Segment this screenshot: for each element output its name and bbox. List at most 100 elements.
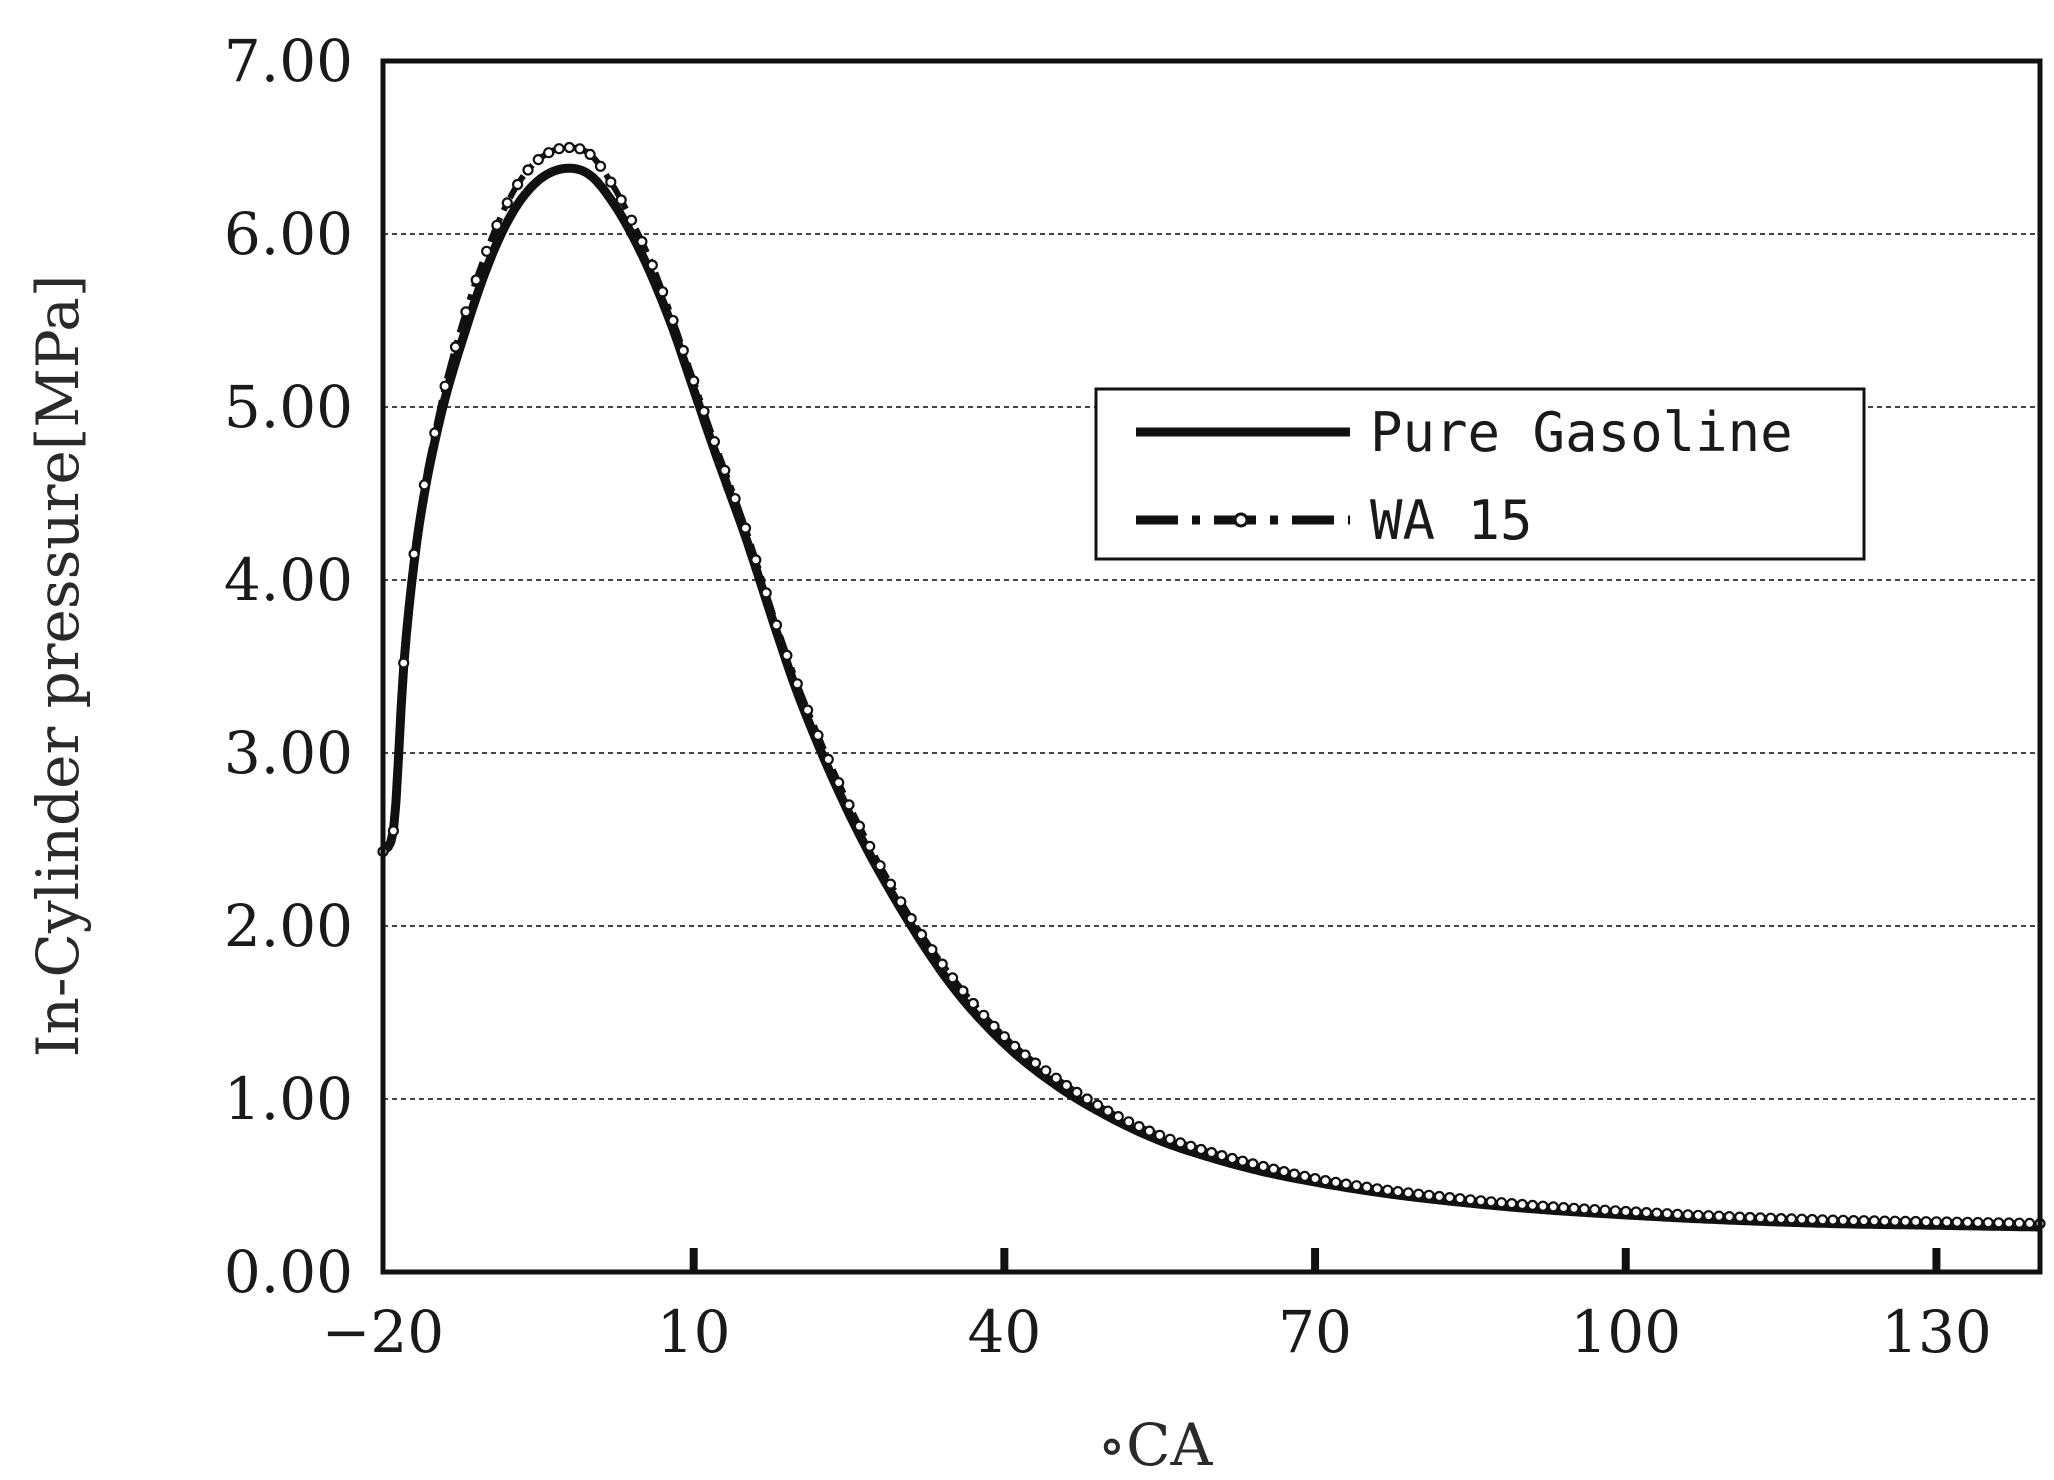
series-marker-wa15-1: [387, 825, 399, 837]
series-marker-wa15-117: [1589, 1203, 1601, 1216]
series-marker-wa15-84: [1247, 1158, 1259, 1170]
series-marker-wa15-42: [812, 729, 824, 741]
series-marker-wa15-138: [1806, 1213, 1818, 1226]
series-marker-wa15-105: [1464, 1194, 1477, 1206]
series-marker-wa15-79: [1195, 1143, 1207, 1156]
series-marker-wa15-9: [470, 274, 482, 286]
series-marker-wa15-151: [1941, 1216, 1953, 1228]
series-marker-wa15-82: [1226, 1152, 1238, 1165]
series-marker-wa15-17: [553, 143, 565, 155]
series-marker-wa15-26: [646, 259, 658, 271]
series-marker-wa15-154: [1972, 1216, 1984, 1229]
series-marker-wa15-96: [1371, 1183, 1383, 1195]
series-marker-wa15-122: [1640, 1206, 1653, 1219]
series-marker-wa15-94: [1350, 1180, 1363, 1192]
series-marker-wa15-145: [1879, 1215, 1891, 1227]
series-line-wa15: [381, 144, 2041, 1227]
series-marker-wa15-50: [895, 896, 907, 908]
series-marker-wa15-34: [729, 493, 741, 505]
series-marker-wa15-153: [1961, 1216, 1974, 1228]
series-marker-wa15-114: [1557, 1201, 1570, 1214]
series-marker-wa15-106: [1475, 1195, 1487, 1207]
grid-layer: [383, 233, 2040, 1100]
x-tick-label-5: 130: [1881, 1298, 1992, 1366]
series-marker-wa15-128: [1702, 1210, 1715, 1222]
series-marker-wa15-71: [1112, 1110, 1124, 1123]
series-marker-wa15-77: [1174, 1137, 1187, 1149]
series-marker-wa15-98: [1392, 1185, 1404, 1198]
series-marker-wa15-21: [594, 160, 607, 172]
series-marker-wa15-124: [1661, 1208, 1673, 1220]
series-marker-wa15-55: [946, 972, 959, 984]
series-marker-wa15-120: [1620, 1205, 1632, 1218]
series-marker-wa15-62: [1019, 1049, 1031, 1061]
series-marker-wa15-157: [2003, 1217, 2015, 1229]
series-marker-wa15-95: [1361, 1181, 1373, 1193]
series-marker-wa15-134: [1765, 1212, 1777, 1224]
series-marker-wa15-64: [1040, 1065, 1052, 1077]
x-tick-label-4: 100: [1570, 1298, 1681, 1366]
series-marker-wa15-49: [884, 878, 897, 890]
series-marker-wa15-90: [1309, 1172, 1321, 1185]
series-marker-wa15-148: [1910, 1215, 1922, 1228]
series-marker-wa15-67: [1071, 1086, 1083, 1099]
y-tick-label-6: 6.00: [224, 200, 353, 268]
series-marker-wa15-89: [1299, 1170, 1311, 1183]
series-marker-wa15-25: [636, 236, 648, 248]
series-marker-wa15-5: [429, 427, 441, 439]
series-marker-wa15-133: [1754, 1212, 1767, 1224]
series-marker-wa15-13: [511, 178, 524, 191]
series-marker-wa15-75: [1154, 1129, 1166, 1141]
series-marker-wa15-86: [1267, 1163, 1280, 1175]
series-marker-wa15-2: [398, 657, 410, 669]
series-marker-wa15-93: [1340, 1178, 1352, 1190]
y-tick-label-7: 7.00: [224, 27, 353, 95]
series-marker-wa15-8: [460, 306, 472, 318]
series-marker-wa15-68: [1081, 1093, 1093, 1105]
x-tick-label-3: 70: [1278, 1298, 1352, 1366]
x-axis-title: ∘CA: [1098, 1411, 1214, 1479]
series-marker-wa15-92: [1330, 1176, 1342, 1189]
series-marker-wa15-139: [1816, 1214, 1829, 1226]
series-marker-wa15-38: [770, 619, 783, 631]
series-marker-wa15-146: [1889, 1215, 1901, 1227]
series-marker-wa15-39: [781, 649, 793, 662]
tick-layer: 0.00 1.00 2.00 3.00 4.00 5.00 6.00 7.00 −20 10 40 7…: [224, 27, 1992, 1366]
series-marker-wa15-19: [574, 143, 586, 155]
series-marker-wa15-65: [1050, 1072, 1062, 1084]
series-marker-wa15-99: [1402, 1187, 1414, 1199]
series-marker-wa15-4: [418, 479, 430, 491]
series-marker-wa15-28: [667, 314, 679, 327]
series-marker-wa15-51: [905, 912, 917, 925]
series-marker-wa15-24: [625, 214, 638, 226]
series-marker-wa15-108: [1495, 1197, 1508, 1209]
y-tick-label-4: 4.00: [224, 546, 353, 614]
series-marker-wa15-136: [1785, 1213, 1798, 1225]
x-tick-label-2: 40: [967, 1298, 1041, 1366]
series-marker-wa15-48: [874, 860, 886, 872]
series-line-pure-gasoline: [380, 163, 2042, 1232]
series-marker-wa15-33: [719, 464, 731, 476]
series-marker-wa15-11: [491, 219, 503, 231]
series-marker-wa15-56: [957, 985, 969, 997]
series-marker-wa15-10: [481, 245, 493, 257]
series-marker-wa15-158: [2013, 1217, 2025, 1229]
series-marker-wa15-57: [967, 997, 979, 1010]
series-marker-wa15-125: [1671, 1208, 1684, 1220]
series-marker-wa15-80: [1205, 1146, 1218, 1159]
series-marker-wa15-78: [1185, 1140, 1197, 1152]
series-marker-wa15-141: [1837, 1214, 1849, 1226]
series-marker-wa15-41: [801, 704, 814, 716]
x-tick-label-1: 10: [657, 1298, 731, 1366]
x-tick-label-0: −20: [322, 1298, 444, 1366]
series-marker-wa15-35: [739, 522, 752, 534]
y-tick-label-0: 0.00: [224, 1238, 353, 1306]
series-marker-wa15-101: [1423, 1189, 1435, 1201]
series-marker-wa15-59: [988, 1020, 1000, 1032]
series-layer: [377, 141, 2046, 1232]
legend: Pure Gasoline WA 15: [1094, 387, 1866, 561]
series-marker-wa15-3: [408, 548, 420, 560]
series-marker-wa15-142: [1847, 1214, 1860, 1227]
series-marker-wa15-143: [1858, 1215, 1870, 1227]
series-marker-wa15-150: [1930, 1216, 1943, 1228]
